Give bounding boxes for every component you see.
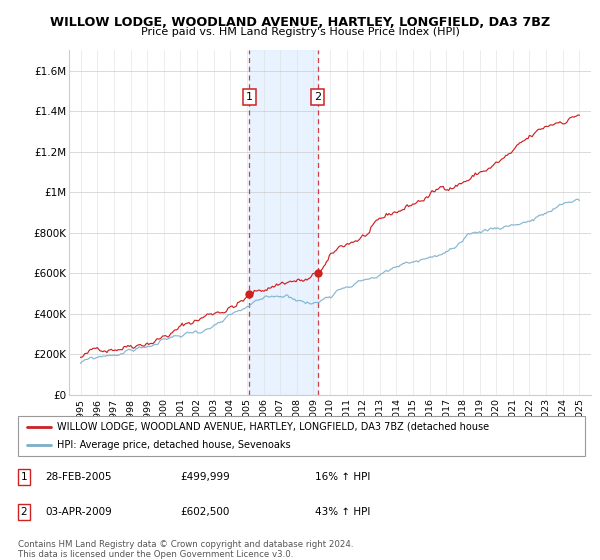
Text: 28-FEB-2005: 28-FEB-2005 — [45, 472, 112, 482]
Text: WILLOW LODGE, WOODLAND AVENUE, HARTLEY, LONGFIELD, DA3 7BZ: WILLOW LODGE, WOODLAND AVENUE, HARTLEY, … — [50, 16, 550, 29]
Text: 1: 1 — [20, 472, 28, 482]
Text: £499,999: £499,999 — [180, 472, 230, 482]
Text: 03-APR-2009: 03-APR-2009 — [45, 507, 112, 517]
Text: Price paid vs. HM Land Registry's House Price Index (HPI): Price paid vs. HM Land Registry's House … — [140, 27, 460, 38]
Text: £602,500: £602,500 — [180, 507, 229, 517]
Text: 2: 2 — [314, 92, 321, 102]
Text: HPI: Average price, detached house, Sevenoaks: HPI: Average price, detached house, Seve… — [56, 440, 290, 450]
Text: 2: 2 — [20, 507, 28, 517]
Bar — [250, 50, 317, 395]
Text: Contains HM Land Registry data © Crown copyright and database right 2024.
This d: Contains HM Land Registry data © Crown c… — [18, 540, 353, 559]
Text: 43% ↑ HPI: 43% ↑ HPI — [315, 507, 370, 517]
Text: 16% ↑ HPI: 16% ↑ HPI — [315, 472, 370, 482]
Text: WILLOW LODGE, WOODLAND AVENUE, HARTLEY, LONGFIELD, DA3 7BZ (detached house: WILLOW LODGE, WOODLAND AVENUE, HARTLEY, … — [56, 422, 488, 432]
Text: 1: 1 — [246, 92, 253, 102]
